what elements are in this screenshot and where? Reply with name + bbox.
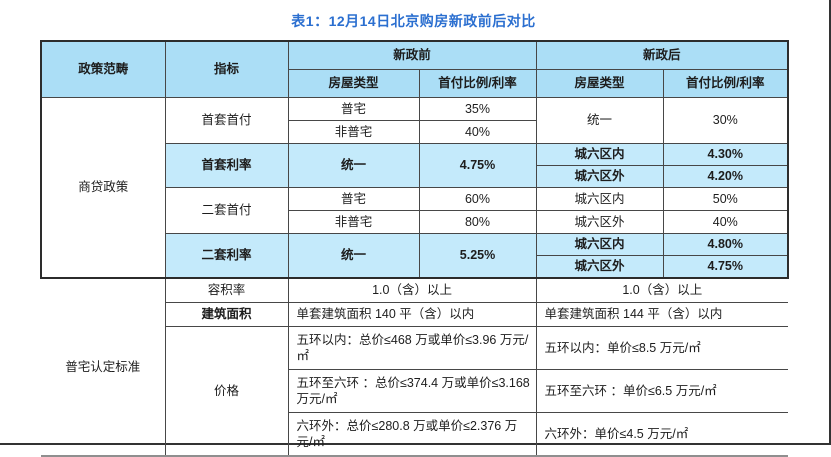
cell-first-down-after-type: 统一 [535,97,664,144]
cell-second-down-before-type-2: 非普宅 [287,210,420,234]
cell-first-down-after-val: 30% [662,97,790,144]
cell-second-down-before-val-2: 80% [418,210,537,234]
row-second-rate-1: 二套利率 统一 5.25% 城六区内 4.80% [41,233,790,279]
cell-second-rate-before-type: 统一 [287,233,420,279]
cell-first-rate-before-type: 统一 [287,143,420,188]
cell-second-rate-after-type-1: 城六区内 [535,233,664,256]
cell-first-down-before-type-1: 普宅 [287,97,420,121]
cell-first-down-label: 首套首付 [164,97,289,144]
row-first-rate-2: 城六区外 4.20% [41,165,790,188]
cell-first-rate-before-val: 4.75% [418,143,537,188]
cell-second-rate-after-val-1: 4.80% [662,233,790,256]
cell-floor-area-after: 单套建筑面积 144 平（含）以内 [535,302,789,327]
cell-second-down-label: 二套首付 [164,187,289,234]
cell-standard-section-label: 普宅认定标准 [41,277,166,457]
cell-first-rate-after-type-2: 城六区外 [535,165,664,188]
cell-price-before-2: 五环至六环 ：总价≤374.4 万或单价≤3.168 万元/㎡ [287,369,537,413]
col-header-before-house-type: 房屋类型 [287,69,420,98]
cell-first-rate-after-val-2: 4.20% [662,165,790,188]
cell-first-down-before-val-2: 40% [418,120,537,144]
cell-plot-ratio-after: 1.0（含）以上 [535,277,789,303]
cell-plot-ratio-label: 容积率 [164,277,289,303]
cell-second-rate-label: 二套利率 [164,233,289,279]
cell-second-down-after-type-1: 城六区内 [535,187,664,211]
row-plot-ratio: 普宅认定标准 容积率 1.0（含）以上 1.0（含）以上 [41,277,789,457]
header-row-1: 政策范畴 指标 新政前 新政后 [40,40,790,98]
table-title: 表1：12月14日北京购房新政前后对比 [291,13,536,29]
cell-second-down-after-type-2: 城六区外 [535,210,664,234]
row-first-rate-1: 首套利率 统一 4.75% 城六区内 4.30% [41,143,790,188]
cell-floor-area-before: 单套建筑面积 140 平（含）以内 [287,302,537,327]
cell-second-rate-after-val-2: 4.75% [662,255,790,279]
cell-first-rate-label: 首套利率 [164,143,289,188]
cell-second-rate-after-type-2: 城六区外 [535,255,664,279]
cell-price-after-2: 五环至六环 ：单价≤6.5 万元/㎡ [535,369,789,413]
cell-first-rate-after-val-1: 4.30% [662,143,790,166]
cell-second-down-before-val-1: 60% [418,187,537,211]
cell-first-down-before-val-1: 35% [418,97,537,121]
cell-first-rate-after-type-1: 城六区内 [535,143,664,166]
row-second-rate-2: 城六区外 4.75% [41,255,790,279]
row-first-down-2: 非普宅 40% [41,120,788,144]
cell-price-after-3: 六环外：单价≤4.5 万元/㎡ [535,412,789,457]
cell-price-before-3: 六环外：总价≤280.8 万或单价≤2.376 万元/㎡ [287,412,537,457]
col-header-after: 新政后 [535,40,790,70]
cell-price-before-1: 五环以内：总价≤468 万或单价≤3.96 万元/㎡ [287,326,537,370]
cell-first-down-before-type-2: 非普宅 [287,120,420,144]
cell-price-after-1: 五环以内：单价≤8.5 万元/㎡ [535,326,789,370]
row-second-down-2: 非普宅 80% 城六区外 40% [41,210,790,234]
col-header-after-ratio: 首付比例/利率 [662,69,790,98]
cell-second-rate-before-val: 5.25% [418,233,537,279]
cell-second-down-after-val-2: 40% [662,210,790,234]
policy-comparison-table: 政策范畴 指标 新政前 新政后 房屋类型 首付比例/利率 房屋类型 首付比例/利… [40,40,790,457]
col-header-before: 新政前 [287,40,537,70]
header-row-2: 房屋类型 首付比例/利率 房屋类型 首付比例/利率 [41,69,790,98]
col-header-after-house-type: 房屋类型 [535,69,664,98]
cell-second-down-before-type-1: 普宅 [287,187,420,211]
row-price-1: 价格 五环以内：总价≤468 万或单价≤3.96 万元/㎡ 五环以内：单价≤8.… [41,326,789,457]
col-header-policy-scope: 政策范畴 [40,40,166,98]
col-header-before-ratio: 首付比例/利率 [418,69,537,98]
row-price-2: 五环至六环 ：总价≤374.4 万或单价≤3.168 万元/㎡ 五环至六环 ：单… [41,369,789,413]
cell-second-down-after-val-1: 50% [662,187,790,211]
row-first-down-1: 商贷政策 首套首付 普宅 35% 统一 30% [40,97,790,279]
col-header-indicator: 指标 [164,40,289,98]
cell-price-label: 价格 [164,326,289,457]
cell-floor-area-label: 建筑面积 [164,302,289,327]
cell-plot-ratio-before: 1.0（含）以上 [287,277,537,303]
cell-loan-section-label: 商贷政策 [40,97,166,279]
